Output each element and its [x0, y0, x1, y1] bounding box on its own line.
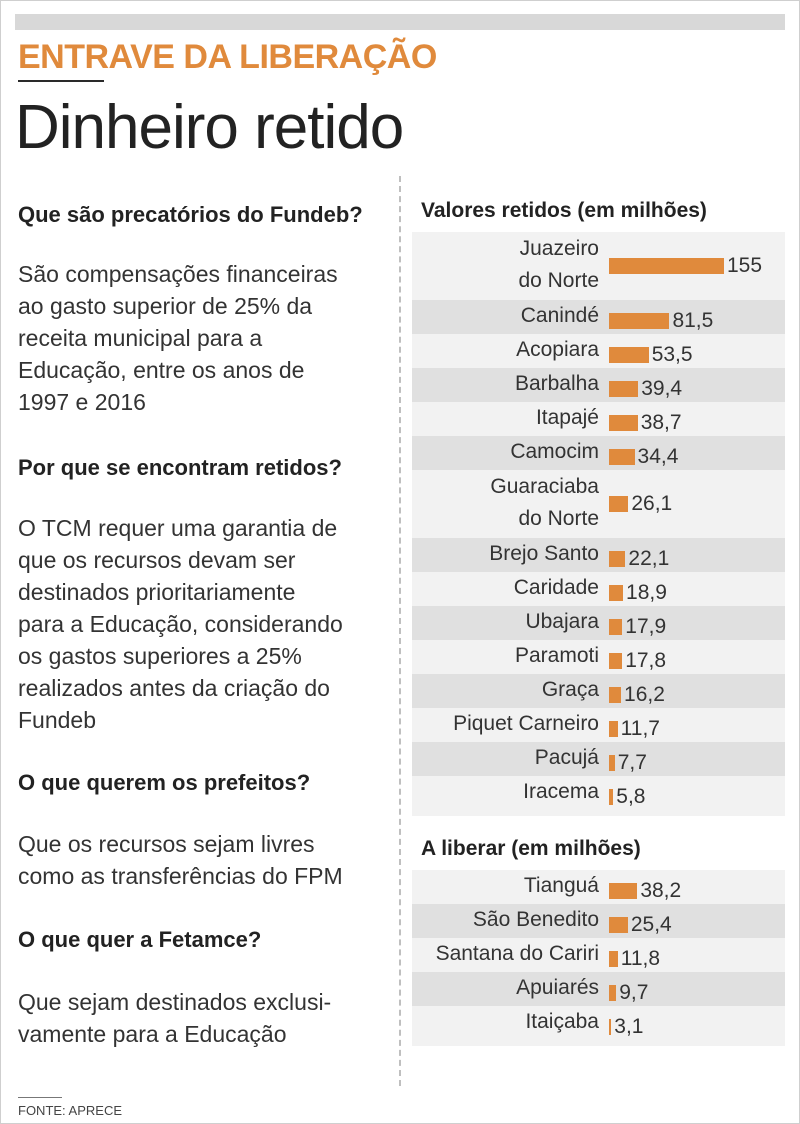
row-band — [412, 674, 785, 708]
bar — [609, 653, 623, 669]
value-label: 26,1 — [631, 492, 673, 515]
value-label: 17,9 — [625, 615, 667, 638]
category-label: Caridade — [513, 576, 599, 599]
category-label: Ubajara — [525, 610, 599, 633]
row-band — [412, 606, 785, 640]
bar — [609, 585, 624, 601]
bar — [609, 985, 617, 1001]
bar — [609, 883, 638, 899]
value-label: 3,1 — [614, 1015, 644, 1038]
category-label: Barbalha — [514, 372, 599, 395]
value-label: 16,2 — [624, 683, 665, 706]
row-band — [412, 972, 785, 1006]
bar — [609, 951, 618, 967]
bar — [609, 313, 670, 329]
row-band — [412, 742, 785, 776]
question-4: O que quer a Fetamce? — [18, 927, 262, 952]
value-label: 11,8 — [620, 947, 661, 970]
answer-3: Que os recursos sejam livres como as tra… — [18, 831, 343, 889]
category-label: Brejo Santo — [489, 542, 599, 565]
value-label: 25,4 — [630, 913, 672, 936]
value-label: 22,1 — [628, 547, 670, 570]
category-label: Apuiarés — [516, 976, 599, 999]
value-label: 17,8 — [625, 649, 667, 672]
column-divider — [399, 176, 401, 1086]
value-label: 18,9 — [626, 581, 667, 604]
bar — [609, 721, 618, 737]
category-label: Guaraciaba do Norte — [490, 475, 599, 530]
question-1: Que são precatórios do Fundeb? — [18, 202, 363, 227]
chart-title-retidos: Valores retidos (em milhões) — [421, 199, 707, 222]
bar — [609, 551, 626, 567]
row-band — [412, 368, 785, 402]
value-label: 39,4 — [641, 377, 683, 400]
value-label: 53,5 — [651, 343, 693, 366]
question-3: O que querem os prefeitos? — [18, 770, 311, 795]
category-label: Juazeiro do Norte — [518, 237, 599, 292]
category-label: Tianguá — [523, 874, 599, 897]
answer-2: O TCM requer uma garantia de que os recu… — [18, 515, 343, 733]
row-band — [412, 904, 785, 938]
headline: Dinheiro retido — [15, 93, 404, 162]
category-label: Pacujá — [534, 746, 599, 769]
value-label: 11,7 — [620, 717, 660, 740]
value-label: 81,5 — [672, 309, 714, 332]
category-label: Paramoti — [514, 644, 599, 667]
bar — [609, 415, 638, 431]
source-rule — [18, 1097, 62, 1098]
bar — [609, 1019, 612, 1035]
category-label: Itapajé — [535, 406, 599, 429]
category-label: Iracema — [523, 780, 599, 803]
kicker-rule — [18, 80, 104, 82]
category-label: Graça — [541, 678, 599, 701]
category-label: São Benedito — [472, 908, 599, 931]
category-label: Camocim — [510, 440, 599, 463]
answer-4: Que sejam destinados exclusi- vamente pa… — [18, 989, 332, 1047]
value-label: 9,7 — [619, 981, 649, 1004]
kicker-title: ENTRAVE DA LIBERAÇÃO — [18, 38, 437, 76]
category-label: Santana do Cariri — [435, 942, 599, 965]
value-label: 38,2 — [640, 879, 682, 902]
top-band — [15, 14, 785, 30]
bar — [609, 789, 614, 805]
category-label: Acopiara — [516, 338, 599, 361]
value-label: 7,7 — [617, 751, 647, 774]
bar — [609, 258, 724, 274]
category-label: Canindé — [520, 304, 599, 327]
chart-retidos: Juazeiro do Norte 155 Canindé 81,5 Acopiara 5… — [412, 232, 785, 816]
question-2: Por que se encontram retidos? — [18, 455, 342, 480]
row-band — [412, 436, 785, 470]
answer-1: São compensações financeiras ao gasto su… — [18, 261, 338, 415]
bar — [609, 687, 622, 703]
bar — [609, 347, 649, 363]
bar — [609, 917, 628, 933]
category-label: Piquet Carneiro — [453, 712, 599, 735]
source-note: FONTE: APRECE — [18, 1103, 123, 1118]
value-label: 34,4 — [637, 445, 679, 468]
value-label: 5,8 — [616, 785, 646, 808]
bar — [609, 449, 635, 465]
category-label: Itaiçaba — [525, 1010, 599, 1033]
chart-title-liberar: A liberar (em milhões) — [421, 837, 641, 860]
row-band — [412, 538, 785, 572]
row-band — [412, 300, 785, 334]
bar — [609, 381, 639, 397]
chart-liberar: Tianguá 38,2 São Benedito 25,4 Santana do Ca… — [412, 870, 785, 1046]
bar — [609, 496, 629, 512]
bar — [609, 755, 615, 771]
value-label: 155 — [727, 254, 763, 277]
bar — [609, 619, 623, 635]
value-label: 38,7 — [640, 411, 682, 434]
